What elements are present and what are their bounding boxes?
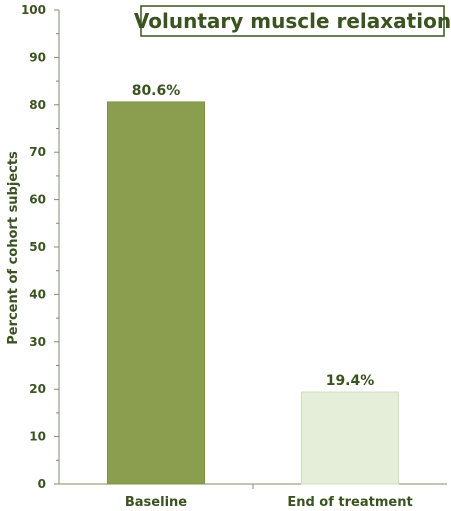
y-axis: 0 10 20 30 40 50 60 70 80 90 100 bbox=[21, 3, 60, 491]
y-tick-label: 0 bbox=[38, 477, 46, 491]
y-tick-label: 60 bbox=[29, 193, 46, 207]
y-axis-label: Percent of cohort subjects bbox=[6, 151, 21, 345]
y-tick-label: 40 bbox=[29, 287, 46, 301]
y-tick-label: 50 bbox=[29, 240, 46, 254]
x-tick-label: End of treatment bbox=[287, 495, 412, 510]
y-tick-label: 10 bbox=[29, 430, 46, 444]
bar bbox=[107, 101, 205, 485]
chart-title-box bbox=[140, 5, 445, 37]
bar bbox=[301, 391, 399, 485]
chart-title: Voluntary muscle relaxation bbox=[134, 9, 451, 33]
y-tick-label: 80 bbox=[29, 98, 46, 112]
bars: 80.6% 19.4% bbox=[107, 83, 399, 485]
x-axis: Baseline End of treatment bbox=[59, 483, 447, 510]
bar-data-label: 19.4% bbox=[326, 373, 375, 389]
y-tick-label: 90 bbox=[29, 50, 46, 64]
y-tick-label: 70 bbox=[29, 145, 46, 159]
x-tick-label: Baseline bbox=[125, 495, 187, 510]
y-tick-label: 20 bbox=[29, 382, 46, 396]
bar-data-label: 80.6% bbox=[132, 83, 181, 99]
y-tick-label: 100 bbox=[21, 3, 46, 17]
chart-title-group: Voluntary muscle relaxation bbox=[134, 5, 451, 37]
y-tick-label: 30 bbox=[29, 335, 46, 349]
